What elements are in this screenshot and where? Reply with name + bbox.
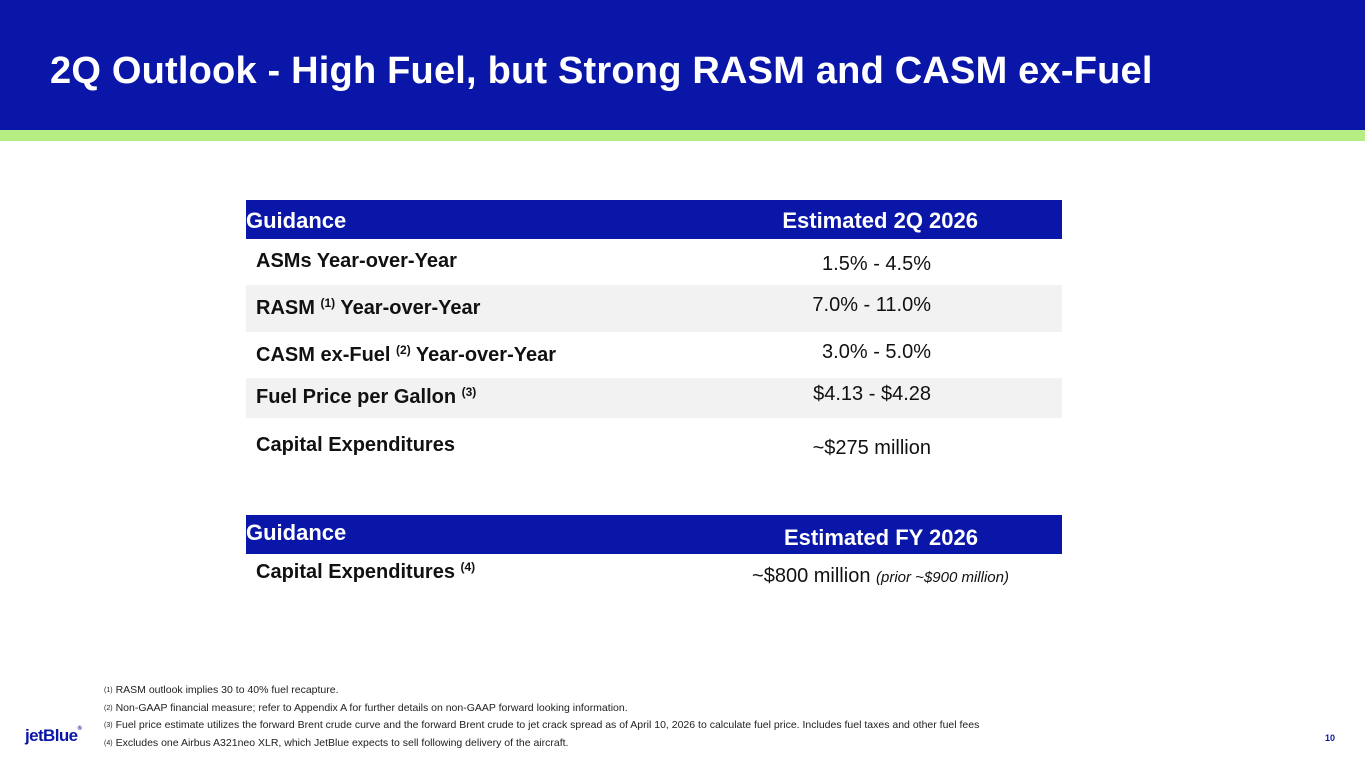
table-row: Capital Expenditures (4) ~$800 million (… [246, 554, 1062, 594]
row-label: RASM (1) Year-over-Year [256, 296, 481, 319]
header-guidance: Guidance [246, 520, 347, 545]
table-row: RASM (1) Year-over-Year 7.0% - 11.0% [246, 285, 1062, 332]
row-label: CASM ex-Fuel (2) Year-over-Year [256, 343, 557, 366]
page-number: 10 [1325, 733, 1336, 743]
footnote-ref: (3) [461, 385, 477, 399]
footnote: (3) Fuel price estimate utilizes the forw… [104, 719, 980, 731]
row-value: $4.13 - $4.28 [813, 383, 931, 405]
header-accent-stripe [0, 130, 1365, 141]
table-row: ASMs Year-over-Year 1.5% - 4.5% [246, 239, 1062, 285]
footnote: (2) Non-GAAP financial measure; refer to … [104, 701, 628, 714]
row-label: Capital Expenditures [256, 434, 455, 456]
header-banner [0, 0, 1365, 130]
footnote-ref: (2) [396, 343, 411, 357]
table-row: Capital Expenditures ~$275 million [246, 418, 1062, 468]
quarter-guidance-table: Guidance Estimated 2Q 2026 ASMs Year-ove… [246, 200, 1062, 468]
footnote-ref: (1) [320, 296, 336, 310]
footnote: (4) Excludes one Airbus A321neo XLR, whic… [104, 736, 569, 749]
row-label: Fuel Price per Gallon (3) [256, 385, 477, 408]
prior-estimate-note: (prior ~$900 million) [876, 569, 1009, 586]
row-label: ASMs Year-over-Year [256, 250, 457, 272]
row-label: Capital Expenditures (4) [256, 560, 476, 583]
slide-title: 2Q Outlook - High Fuel, but Strong RASM … [50, 50, 1153, 92]
row-value: ~$800 million (prior ~$900 million) [752, 565, 1009, 587]
row-value: 7.0% - 11.0% [812, 294, 931, 316]
table-header: Guidance Estimated 2Q 2026 [246, 200, 1062, 239]
footnote-ref: (4) [460, 560, 476, 574]
header-guidance: Guidance [246, 208, 347, 233]
row-value: 1.5% - 4.5% [822, 253, 931, 275]
full-year-guidance-table: Guidance Estimated FY 2026 Capital Expen… [246, 515, 1062, 594]
row-value: 3.0% - 5.0% [822, 341, 931, 363]
footnote: (1) RASM outlook implies 30 to 40% fuel r… [104, 684, 339, 696]
table-header: Guidance Estimated FY 2026 [246, 515, 1062, 554]
header-estimate: Estimated 2Q 2026 [782, 208, 978, 233]
table-row: Fuel Price per Gallon (3) $4.13 - $4.28 [246, 378, 1062, 418]
footnotes: (1) RASM outlook implies 30 to 40% fuel r… [104, 682, 979, 752]
table-row: CASM ex-Fuel (2) Year-over-Year 3.0% - 5… [246, 332, 1062, 378]
jetblue-logo: jetBlue® [25, 726, 82, 745]
header-estimate: Estimated FY 2026 [783, 525, 978, 550]
row-value: ~$275 million [812, 437, 931, 459]
